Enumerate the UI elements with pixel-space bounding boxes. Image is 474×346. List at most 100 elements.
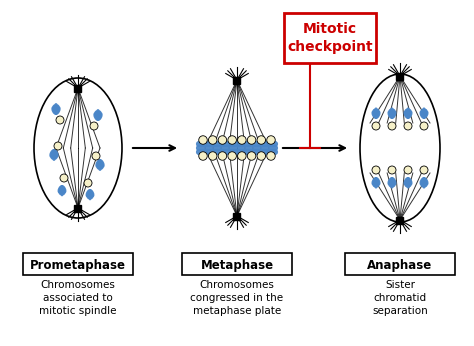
Bar xyxy=(345,253,455,275)
Ellipse shape xyxy=(247,152,256,160)
Text: Metaphase: Metaphase xyxy=(201,258,273,272)
Ellipse shape xyxy=(390,178,394,188)
Ellipse shape xyxy=(404,122,412,130)
Ellipse shape xyxy=(407,178,411,186)
Bar xyxy=(396,217,403,224)
Text: Chromosomes
associated to
mitotic spindle: Chromosomes associated to mitotic spindl… xyxy=(39,280,117,316)
Ellipse shape xyxy=(391,111,396,118)
Ellipse shape xyxy=(372,178,377,185)
Ellipse shape xyxy=(423,110,427,118)
Ellipse shape xyxy=(96,110,100,120)
Ellipse shape xyxy=(389,110,393,118)
Ellipse shape xyxy=(52,107,57,114)
Ellipse shape xyxy=(407,111,412,118)
Bar xyxy=(234,212,240,219)
FancyBboxPatch shape xyxy=(284,13,376,63)
Ellipse shape xyxy=(388,122,396,130)
Ellipse shape xyxy=(421,178,425,186)
Ellipse shape xyxy=(95,111,99,120)
Ellipse shape xyxy=(422,178,426,188)
Ellipse shape xyxy=(50,150,55,157)
Ellipse shape xyxy=(89,190,94,197)
Ellipse shape xyxy=(94,113,99,120)
Bar xyxy=(74,204,82,211)
Ellipse shape xyxy=(59,186,63,194)
Ellipse shape xyxy=(53,150,58,157)
Ellipse shape xyxy=(405,110,409,118)
Ellipse shape xyxy=(199,136,207,144)
Ellipse shape xyxy=(60,174,68,182)
Ellipse shape xyxy=(84,179,92,187)
Ellipse shape xyxy=(87,190,91,198)
Ellipse shape xyxy=(55,105,59,114)
Ellipse shape xyxy=(405,178,409,186)
Ellipse shape xyxy=(423,178,427,186)
Ellipse shape xyxy=(420,111,425,118)
Ellipse shape xyxy=(372,111,377,118)
Ellipse shape xyxy=(389,178,393,186)
Ellipse shape xyxy=(404,111,409,118)
Ellipse shape xyxy=(372,122,380,130)
Ellipse shape xyxy=(89,190,93,198)
Ellipse shape xyxy=(257,136,265,144)
Ellipse shape xyxy=(58,186,63,193)
Ellipse shape xyxy=(53,105,57,114)
Ellipse shape xyxy=(388,166,396,174)
Ellipse shape xyxy=(407,110,411,118)
Ellipse shape xyxy=(388,111,393,118)
Bar xyxy=(74,84,82,91)
Ellipse shape xyxy=(90,122,98,130)
Ellipse shape xyxy=(237,152,246,160)
Ellipse shape xyxy=(88,190,92,200)
Ellipse shape xyxy=(407,178,412,185)
Ellipse shape xyxy=(423,178,428,185)
Ellipse shape xyxy=(423,111,428,118)
Ellipse shape xyxy=(209,152,217,160)
Ellipse shape xyxy=(60,186,64,195)
Ellipse shape xyxy=(373,110,377,118)
Text: Prometaphase: Prometaphase xyxy=(30,258,126,272)
Ellipse shape xyxy=(375,178,380,185)
Ellipse shape xyxy=(420,122,428,130)
Ellipse shape xyxy=(267,136,275,144)
Ellipse shape xyxy=(237,136,246,144)
Ellipse shape xyxy=(404,178,409,185)
Ellipse shape xyxy=(391,178,396,185)
Ellipse shape xyxy=(375,110,379,118)
Ellipse shape xyxy=(388,178,393,185)
Ellipse shape xyxy=(51,150,55,159)
Ellipse shape xyxy=(218,136,227,144)
Ellipse shape xyxy=(92,152,100,160)
Ellipse shape xyxy=(54,142,62,150)
Ellipse shape xyxy=(406,178,410,188)
Text: Anaphase: Anaphase xyxy=(367,258,433,272)
Ellipse shape xyxy=(420,178,425,185)
Ellipse shape xyxy=(86,190,91,197)
Ellipse shape xyxy=(420,166,428,174)
Ellipse shape xyxy=(98,160,102,170)
Ellipse shape xyxy=(372,166,380,174)
Bar xyxy=(182,253,292,275)
Ellipse shape xyxy=(374,108,378,118)
Ellipse shape xyxy=(54,104,58,114)
Ellipse shape xyxy=(373,178,377,186)
Ellipse shape xyxy=(97,111,101,120)
Ellipse shape xyxy=(257,152,265,160)
Ellipse shape xyxy=(96,160,101,167)
Ellipse shape xyxy=(52,150,56,160)
Ellipse shape xyxy=(375,111,380,118)
Ellipse shape xyxy=(56,116,64,124)
Ellipse shape xyxy=(267,152,275,160)
Ellipse shape xyxy=(199,152,207,160)
Ellipse shape xyxy=(228,136,237,144)
Ellipse shape xyxy=(97,113,102,120)
Bar xyxy=(23,253,133,275)
Text: Mitotic
checkpoint: Mitotic checkpoint xyxy=(287,22,373,54)
Ellipse shape xyxy=(375,178,379,186)
Ellipse shape xyxy=(228,152,237,160)
Ellipse shape xyxy=(99,160,104,167)
Ellipse shape xyxy=(99,160,103,169)
Ellipse shape xyxy=(53,150,57,159)
Ellipse shape xyxy=(406,108,410,118)
Ellipse shape xyxy=(209,136,217,144)
